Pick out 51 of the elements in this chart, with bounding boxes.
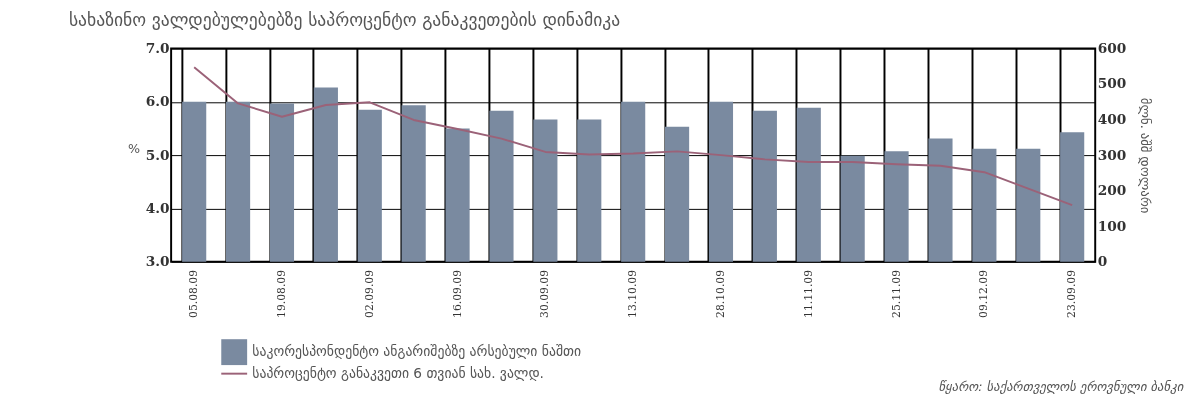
chart-title: სახაზინო ვალდებულებებზე საპროცენტო განაკვეთების დინამიკა	[68, 10, 621, 31]
x-tick-label: 09.12.09	[977, 269, 991, 318]
y-tick-label: 4.0	[145, 199, 170, 216]
x-tick-label: 02.09.09	[362, 269, 376, 318]
bar	[357, 109, 382, 262]
x-tick-label: 19.08.09	[274, 269, 288, 318]
line-series	[193, 66, 1074, 207]
bar	[708, 101, 734, 262]
bar	[1060, 132, 1085, 262]
y-tick-label: 5.0	[145, 146, 170, 163]
bar	[226, 101, 251, 262]
x-tick-label: 13.10.09	[626, 269, 640, 318]
y2-tick-label: 100	[1097, 217, 1127, 234]
y2-tick-label: 300	[1097, 146, 1127, 163]
x-tick-label: 16.09.09	[450, 269, 464, 318]
bar	[577, 119, 602, 262]
bar	[445, 128, 470, 262]
x-tick-label: 23.09.09	[1065, 269, 1079, 318]
x-tick-label: 30.09.09	[538, 269, 552, 318]
y2-tick-label: 0	[1097, 253, 1108, 270]
bar	[401, 105, 426, 262]
y-axis-title: %	[128, 140, 141, 156]
bar	[269, 103, 295, 262]
bar	[796, 107, 821, 262]
legend-label: საპროცენტო განაკვეთი 6 თვიან სახ. ვალდ.	[252, 364, 544, 381]
bar	[972, 148, 997, 262]
bar	[928, 138, 953, 262]
y2-axis-title: მლნ. აშშ დოლარი	[1137, 97, 1153, 214]
bar	[182, 101, 207, 262]
y2-tick-label: 200	[1097, 182, 1127, 199]
y-tick-label: 7.0	[145, 39, 170, 56]
bar	[621, 101, 646, 262]
legend-label: საკორესპონდენტო ანგარიშებზე არსებული ნაშთი	[252, 343, 582, 360]
bar	[533, 119, 558, 262]
y2-tick-label: 400	[1097, 110, 1127, 127]
x-tick-label: 25.11.09	[889, 269, 903, 318]
bar	[1016, 148, 1041, 262]
bar	[840, 155, 865, 262]
text: წყარო: საქართველოს ეროვნული ბანკი	[938, 378, 1185, 394]
y-tick-label: 6.0	[145, 93, 170, 110]
y2-tick-label: 600	[1097, 39, 1127, 56]
x-tick-label: 28.10.09	[713, 269, 727, 318]
y-tick-label: 3.0	[145, 253, 170, 270]
x-tick-label: 05.08.09	[187, 269, 201, 318]
bar	[489, 110, 514, 262]
x-tick-label: 11.11.09	[801, 269, 815, 318]
y2-tick-label: 500	[1097, 75, 1127, 92]
bar	[884, 151, 909, 262]
bar	[313, 87, 338, 262]
bar	[665, 126, 690, 262]
bar	[752, 110, 777, 262]
